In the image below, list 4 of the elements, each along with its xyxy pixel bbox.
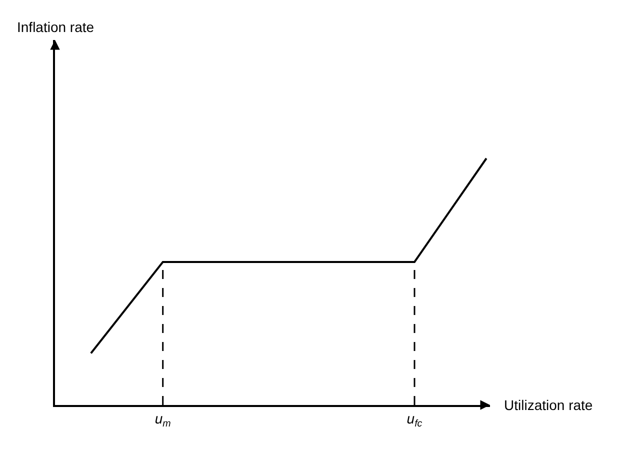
x-tick-label: u$_{m}$ bbox=[154, 410, 171, 430]
x-axis-title: Utilization rate bbox=[504, 397, 593, 413]
text: Inflation rate bbox=[17, 19, 94, 35]
x-tick-label: u$_{fc}$ bbox=[406, 410, 422, 430]
